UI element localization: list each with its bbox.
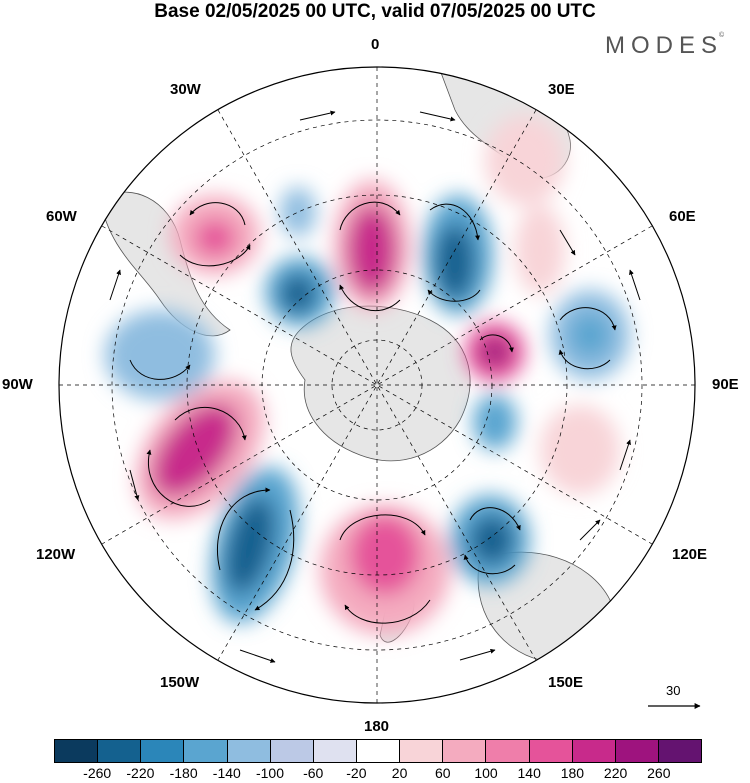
colorbar-swatch	[269, 740, 313, 762]
south-america-landmass	[99, 191, 231, 337]
colorbar-swatch	[226, 740, 270, 762]
colorbar-tick-label: -60	[303, 765, 324, 781]
colorbar-swatch	[399, 740, 443, 762]
colorbar-tick-label: -100	[255, 765, 285, 781]
brand-mark: ©	[719, 32, 725, 39]
reference-vector-value: 30	[666, 683, 681, 698]
graticule	[59, 67, 695, 703]
colorbar-tick-label: -20	[346, 765, 367, 781]
colorbar-tick-label: 140	[517, 765, 541, 781]
lon-label-150e: 150E	[548, 674, 584, 691]
anomaly-field	[105, 115, 630, 635]
colorbar-tick-label: 220	[603, 765, 628, 781]
lon-label-60e: 60E	[669, 208, 696, 225]
colorbar-tick-label: 20	[391, 765, 408, 781]
colorbar-swatch	[55, 740, 98, 762]
lon-label-0: 0	[371, 36, 380, 53]
lon-label-120e: 120E	[672, 546, 708, 563]
brand-logo: MODES©	[605, 32, 724, 60]
lon-label-90e: 90E	[712, 376, 739, 393]
colorbar-swatch	[614, 740, 658, 762]
lon-label-30e: 30E	[548, 81, 575, 98]
antarctica-landmass	[290, 305, 471, 462]
colorbar-swatch	[528, 740, 572, 762]
lon-label-150w: 150W	[160, 674, 200, 691]
colorbar-swatch	[442, 740, 486, 762]
colorbar-tick-label: -180	[169, 765, 198, 781]
colorbar-swatch	[140, 740, 184, 762]
lon-label-180: 180	[364, 718, 390, 735]
colorbar-tick-label: -220	[126, 765, 155, 781]
lon-label-30w: 30W	[170, 81, 201, 98]
lon-label-120w: 120W	[36, 546, 76, 563]
colorbar-tick-label: 100	[474, 765, 498, 781]
colorbar-swatch	[183, 740, 227, 762]
colorbar-swatch	[312, 740, 356, 762]
brand-name: MODES	[605, 32, 724, 59]
lon-label-90w: 90W	[2, 376, 33, 393]
colorbar-tick-label: 260	[647, 765, 671, 781]
map-title: Base 02/05/2025 00 UTC, valid 07/05/2025…	[154, 1, 596, 22]
colorbar	[54, 739, 702, 763]
colorbar-tick-label: -140	[212, 765, 241, 781]
colorbar-swatch	[485, 740, 529, 762]
colorbar-swatch	[97, 740, 141, 762]
wind-vectors	[109, 110, 641, 663]
lon-label-60w: 60W	[46, 208, 77, 225]
colorbar-tick-label: 60	[435, 765, 451, 781]
colorbar-swatch	[657, 740, 702, 762]
colorbar-swatch	[571, 740, 615, 762]
colorbar-tick-label: -260	[83, 765, 112, 781]
colorbar-tick-label: 180	[560, 765, 585, 781]
colorbar-swatch	[355, 740, 400, 762]
